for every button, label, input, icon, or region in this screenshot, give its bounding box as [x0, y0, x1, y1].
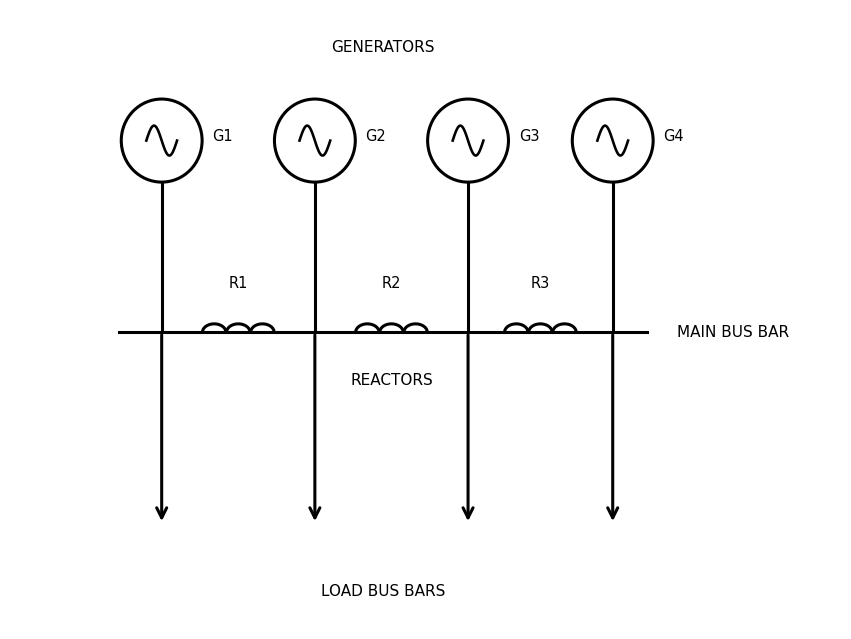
Text: G3: G3 — [519, 129, 540, 144]
Text: G1: G1 — [213, 129, 233, 144]
Text: R3: R3 — [531, 276, 550, 291]
Text: R1: R1 — [229, 276, 248, 291]
Text: R2: R2 — [382, 276, 401, 291]
Text: MAIN BUS BAR: MAIN BUS BAR — [677, 325, 789, 340]
Text: LOAD BUS BARS: LOAD BUS BARS — [321, 583, 445, 599]
Text: GENERATORS: GENERATORS — [331, 40, 435, 56]
Text: G4: G4 — [664, 129, 684, 144]
Text: REACTORS: REACTORS — [350, 373, 433, 388]
Text: G2: G2 — [366, 129, 386, 144]
